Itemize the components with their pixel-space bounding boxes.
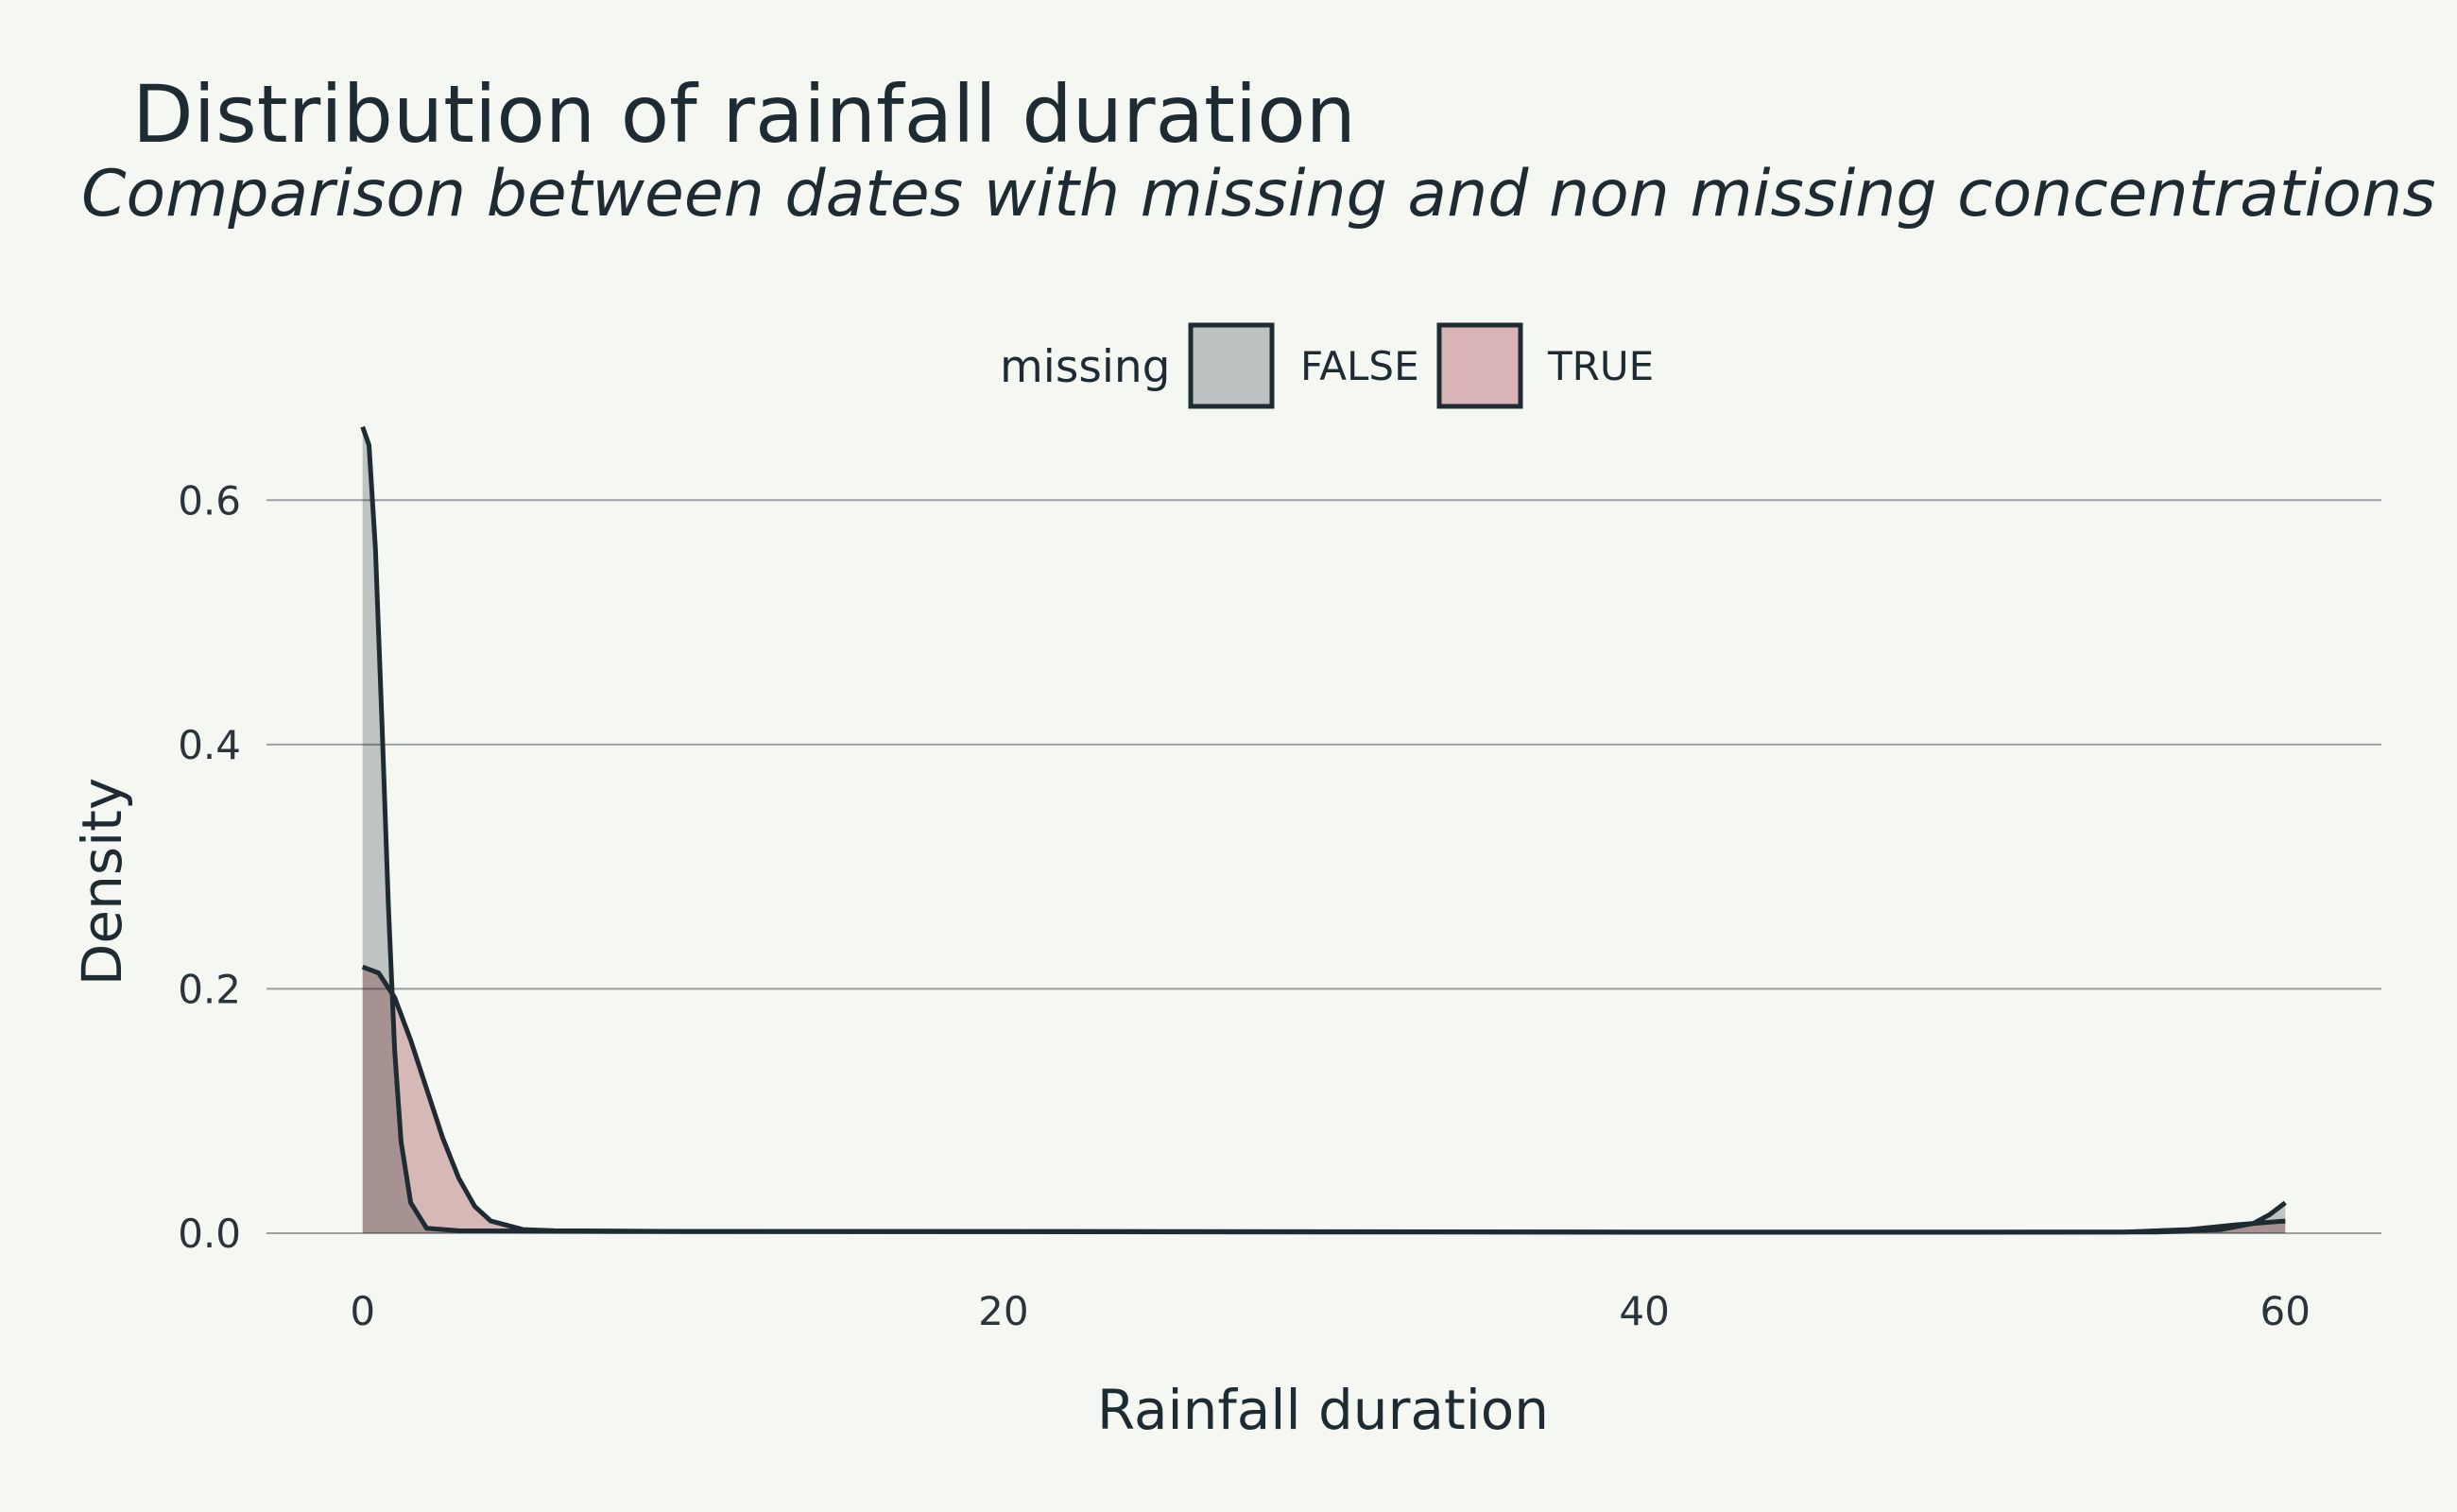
y-tick-label: 0.2 xyxy=(178,966,241,1012)
y-axis-title: Density xyxy=(70,778,134,987)
legend-swatch-true xyxy=(1436,322,1523,409)
y-tick-label: 0.4 xyxy=(178,722,241,768)
legend-label-false: FALSE xyxy=(1300,343,1419,389)
y-tick-label: 0.0 xyxy=(178,1211,241,1257)
grid-lines xyxy=(266,499,2381,1234)
density-area-true xyxy=(362,967,2286,1233)
legend: missing FALSE TRUE xyxy=(1000,322,1654,409)
legend-swatch-false xyxy=(1188,322,1275,409)
x-tick-label: 20 xyxy=(978,1288,1028,1334)
chart-title: Distribution of rainfall duration xyxy=(132,68,1356,161)
y-tick-label: 0.6 xyxy=(178,477,241,524)
legend-title: missing xyxy=(1000,341,1171,393)
legend-label-true: TRUE xyxy=(1547,343,1654,389)
chart-subtitle: Comparison between dates with missing an… xyxy=(81,157,2436,232)
x-tick-label: 40 xyxy=(1619,1288,1669,1334)
density-areas xyxy=(360,425,2287,1235)
x-tick-label: 0 xyxy=(350,1288,375,1334)
density-line-false xyxy=(360,425,2287,1235)
x-tick-label: 60 xyxy=(2260,1288,2311,1334)
tick-labels: 0 20 40 60 0.0 0.2 0.4 0.6 xyxy=(178,477,2311,1334)
density-area-false xyxy=(362,426,2286,1233)
density-line-true xyxy=(361,964,2286,1235)
x-axis-title: Rainfall duration xyxy=(1097,1378,1549,1442)
